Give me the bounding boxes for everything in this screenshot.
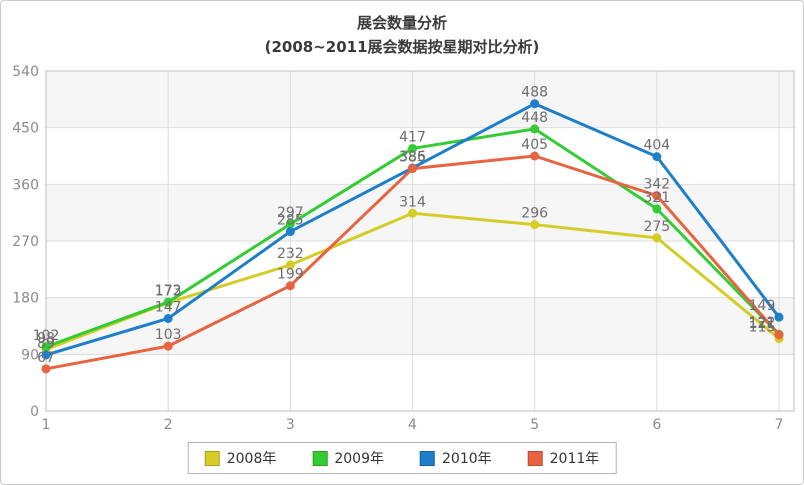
legend-swatch: [527, 450, 543, 466]
data-point-label: 232: [277, 246, 304, 262]
data-point-label: 122: [749, 315, 776, 331]
x-axis-tick-label: 7: [775, 417, 784, 433]
data-point: [163, 341, 173, 351]
legend-swatch: [312, 450, 328, 466]
legend-item-2011年[interactable]: 2011年: [527, 448, 600, 468]
data-point: [530, 99, 540, 109]
data-point-label: 342: [643, 177, 670, 193]
data-point-label: 67: [37, 350, 55, 366]
y-axis-tick-label: 270: [12, 234, 39, 250]
data-point-label: 296: [521, 206, 548, 222]
legend-swatch: [204, 450, 220, 466]
chart-title: 展会数量分析: [356, 14, 447, 32]
data-point-label: 149: [749, 298, 776, 314]
data-point: [408, 164, 417, 174]
data-point: [163, 313, 173, 323]
y-axis-tick-label: 450: [12, 121, 39, 137]
data-point-label: 173: [155, 283, 182, 299]
data-point: [41, 342, 51, 352]
data-point-label: 285: [277, 213, 304, 229]
data-point: [652, 152, 662, 162]
data-point-label: 147: [155, 299, 182, 315]
plot-band: [46, 71, 794, 128]
chart-subtitle: (2008~2011展会数据按星期对比分析): [264, 38, 540, 56]
data-point: [41, 350, 51, 360]
data-point: [530, 220, 540, 230]
data-point: [530, 151, 540, 161]
legend-label: 2009年: [334, 451, 384, 467]
data-point-label: 297: [277, 205, 304, 221]
data-point: [652, 191, 662, 201]
data-point-label: 115: [749, 320, 776, 336]
y-axis-tick-label: 0: [30, 404, 39, 420]
data-point-label: 321: [643, 190, 670, 206]
legend-label: 2008年: [226, 451, 277, 467]
data-point: [774, 312, 784, 322]
legend-label: 2011年: [549, 451, 600, 467]
data-point-label: 172: [155, 284, 182, 300]
data-point: [285, 227, 295, 237]
x-axis-tick-label: 6: [652, 417, 661, 433]
legend-swatch: [420, 450, 435, 466]
data-point-label: 488: [521, 85, 548, 101]
plot-border: [45, 70, 795, 412]
data-point-label: 98: [37, 330, 55, 346]
data-point: [408, 143, 417, 153]
data-point-label: 417: [399, 129, 426, 145]
legend-item-2009年[interactable]: 2009年: [312, 448, 384, 468]
y-axis-tick-label: 90: [21, 347, 39, 363]
data-point: [285, 260, 295, 270]
data-point: [163, 297, 173, 307]
data-point: [41, 364, 51, 374]
x-axis-tick-label: 3: [286, 417, 295, 433]
data-point-label: 89: [37, 336, 55, 352]
x-axis-tick-label: 1: [42, 417, 51, 433]
data-point-label: 386: [399, 149, 426, 165]
legend: 2008年 2009年 2010年 2011年: [187, 442, 617, 474]
data-point: [530, 124, 540, 134]
x-axis-tick-label: 5: [530, 417, 539, 433]
data-point: [285, 219, 295, 229]
data-point-label: 404: [643, 138, 670, 154]
x-axis-tick-label: 2: [164, 417, 173, 433]
data-point-label: 199: [277, 267, 304, 283]
data-point-label: 121: [749, 316, 776, 332]
chart-header: 展会数量分析 (2008~2011展会数据按星期对比分析): [1, 11, 803, 59]
data-point: [652, 204, 662, 214]
data-point-label: 103: [155, 327, 182, 343]
legend-item-2010年[interactable]: 2010年: [420, 448, 492, 468]
legend-item-2008年[interactable]: 2008年: [204, 448, 277, 468]
data-point: [408, 208, 417, 218]
legend-label: 2010年: [442, 451, 492, 467]
x-axis-tick-label: 4: [408, 417, 417, 433]
data-point-label: 275: [643, 219, 670, 235]
y-axis-tick-label: 540: [12, 64, 39, 80]
data-point-label: 314: [399, 194, 426, 210]
data-point-label: 385: [399, 150, 426, 166]
data-point-label: 102: [33, 328, 60, 344]
data-point: [774, 330, 784, 340]
data-point: [652, 233, 662, 243]
data-point-label: 448: [521, 110, 548, 126]
y-axis-tick-label: 180: [12, 291, 39, 307]
y-axis-tick-label: 360: [12, 177, 39, 193]
data-point: [285, 281, 295, 291]
data-point-label: 405: [521, 137, 548, 153]
